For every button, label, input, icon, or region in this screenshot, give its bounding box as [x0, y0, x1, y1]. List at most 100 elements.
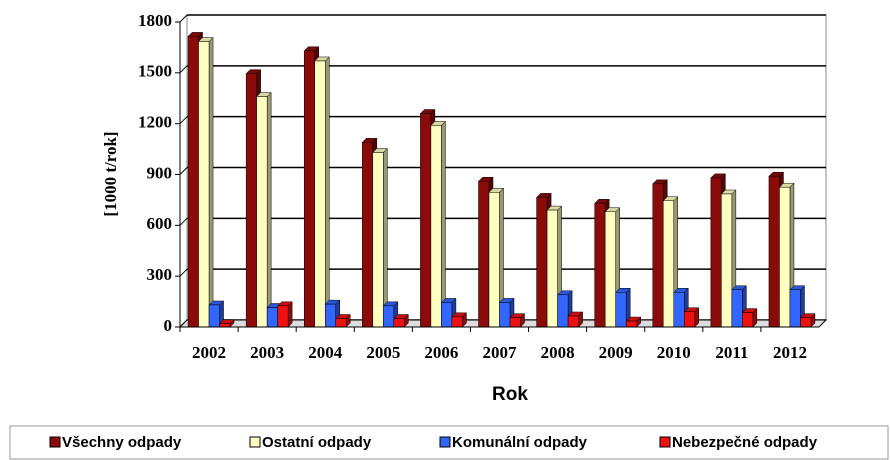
bar — [256, 96, 268, 328]
legend-swatch — [249, 436, 261, 448]
bar — [731, 289, 743, 328]
bar-group — [372, 147, 388, 328]
bar — [478, 181, 490, 328]
x-tick-label: 2003 — [250, 343, 284, 362]
bar — [187, 36, 199, 328]
x-tick-label: 2002 — [192, 343, 226, 362]
plot-wall — [179, 22, 188, 328]
x-tick-label: 2006 — [424, 343, 458, 362]
bar-group — [509, 313, 526, 328]
bar — [615, 292, 627, 328]
bar — [362, 142, 374, 328]
bar — [277, 305, 289, 328]
x-tick-label: 2009 — [599, 343, 633, 362]
legend-label: Ostatní odpady — [262, 434, 372, 451]
bar — [430, 125, 442, 328]
bar — [266, 307, 278, 328]
y-tick-label: 1800 — [138, 11, 172, 30]
bar-side — [324, 56, 330, 328]
bar — [779, 186, 791, 328]
bar — [324, 303, 336, 328]
bar — [219, 323, 231, 328]
bar-group — [683, 307, 700, 328]
bar-side — [383, 147, 388, 328]
bar — [567, 315, 579, 328]
bar — [372, 152, 384, 328]
bar — [441, 302, 453, 328]
bar — [335, 318, 347, 328]
bar-side — [266, 91, 272, 328]
x-tick-label: 2010 — [657, 343, 691, 362]
bar-group — [741, 307, 758, 328]
bar — [594, 203, 606, 328]
x-tick-label: 2007 — [483, 343, 518, 362]
x-tick-label: 2008 — [541, 343, 575, 362]
bar-group — [799, 313, 816, 328]
bar-group — [625, 316, 642, 328]
y-tick-label: 900 — [147, 163, 173, 182]
bar-side — [287, 301, 293, 328]
legend-swatch — [659, 436, 671, 448]
legend-label: Nebezpečné odpady — [672, 434, 818, 451]
bar — [604, 211, 616, 328]
bar — [663, 200, 675, 328]
bar-group — [451, 312, 468, 328]
bar — [684, 311, 696, 328]
bar — [420, 113, 432, 328]
bar — [673, 292, 685, 328]
y-tick-label: 1200 — [138, 113, 172, 132]
bar-group — [256, 91, 272, 328]
grid-line-side — [179, 14, 188, 23]
x-tick-label: 2004 — [308, 343, 343, 362]
bar — [509, 317, 521, 328]
grid-line-side — [179, 167, 188, 175]
bar-group — [277, 301, 293, 328]
legend-swatch — [439, 436, 451, 448]
bar — [625, 320, 637, 328]
y-tick-label: 0 — [164, 316, 173, 335]
y-tick-label: 1500 — [138, 62, 172, 81]
bar — [536, 197, 548, 328]
bar — [393, 318, 405, 328]
bar — [710, 177, 722, 328]
x-tick-label: 2005 — [366, 343, 400, 362]
bar-group — [430, 120, 447, 328]
bar — [546, 209, 558, 328]
legend-label: Komunální odpady — [452, 434, 588, 451]
bar — [789, 289, 801, 328]
bar — [303, 50, 315, 328]
bar — [742, 312, 754, 328]
bar-side — [441, 120, 446, 328]
bar — [721, 193, 733, 328]
bar — [557, 294, 569, 328]
bar — [652, 183, 664, 328]
x-axis-label: Rok — [492, 384, 528, 405]
bar — [451, 316, 463, 328]
x-tick-label: 2011 — [715, 343, 748, 362]
grid-line-side — [179, 217, 188, 226]
x-tick-label: 2012 — [773, 343, 807, 362]
grid-line-side — [179, 268, 188, 277]
bar — [383, 305, 395, 328]
bar-group — [567, 311, 584, 328]
bar — [499, 302, 511, 328]
bar — [314, 60, 326, 328]
bar-group — [218, 319, 235, 328]
bar — [198, 41, 210, 328]
bar-group — [197, 36, 214, 328]
y-tick-label: 600 — [147, 214, 173, 233]
legend-swatch — [49, 436, 61, 448]
y-tick-label: 300 — [147, 265, 173, 284]
bar-group — [335, 313, 351, 328]
y-axis-label: [1000 t/rok] — [101, 131, 120, 216]
bar — [488, 192, 500, 328]
bar-group — [393, 313, 409, 328]
legend-label: Všechny odpady — [62, 434, 182, 451]
bar — [208, 304, 220, 328]
grid-line-side — [179, 116, 188, 125]
bar-side — [208, 36, 214, 328]
grid-line-side — [179, 65, 188, 74]
bar — [768, 175, 780, 328]
bar — [800, 317, 812, 328]
